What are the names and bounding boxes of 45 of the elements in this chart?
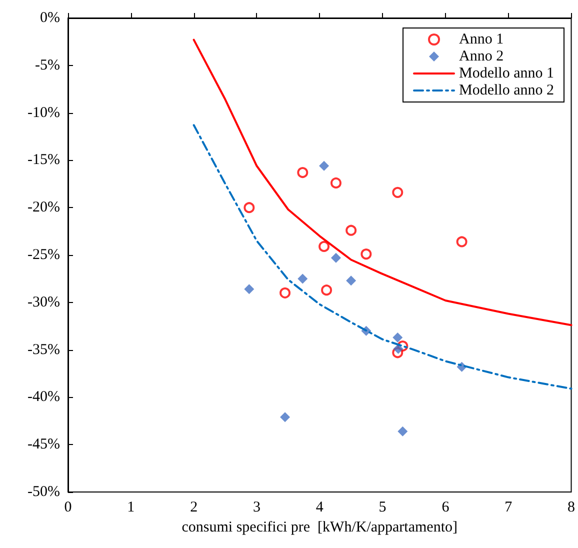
legend-label: Modello anno 1 — [459, 66, 554, 82]
x-tick-label: 5 — [378, 500, 386, 516]
x-tick-label: 7 — [504, 500, 513, 516]
legend-label: Modello anno 2 — [459, 82, 554, 98]
y-tick-label: -10% — [28, 104, 60, 121]
x-tick-label: 0 — [64, 500, 72, 516]
legend-label: Anno 2 — [459, 48, 504, 64]
point — [393, 344, 404, 354]
legend-label: Anno 1 — [459, 32, 504, 48]
point — [244, 284, 254, 294]
y-tick-label: -20% — [28, 200, 60, 216]
x-tick-label: 2 — [190, 500, 198, 516]
point — [321, 284, 332, 296]
x-tick-label: 4 — [316, 500, 324, 516]
x-tick-label: 3 — [252, 500, 260, 516]
point — [319, 160, 330, 171]
point — [318, 240, 330, 252]
y-tick-label: 0% — [40, 10, 60, 26]
point — [346, 276, 356, 286]
y-tick-label: -15% — [28, 152, 60, 168]
point — [280, 412, 290, 422]
x-tick-label: 6 — [442, 500, 450, 516]
point — [280, 287, 291, 298]
x-tick-label: 1 — [127, 500, 135, 516]
y-tick-label: -30% — [28, 294, 60, 310]
point — [346, 224, 357, 236]
line-series — [192, 124, 572, 390]
y-tick-label: -40% — [28, 389, 60, 406]
y-tick-label: -35% — [28, 342, 60, 358]
point — [244, 202, 255, 214]
x-axis-title: consumi specifici pre [kWh/K/appartamento] — [182, 520, 458, 536]
point — [297, 167, 308, 178]
point — [398, 426, 408, 436]
y-tick-label: -45% — [28, 436, 60, 453]
point — [456, 236, 468, 248]
point — [330, 252, 341, 263]
point — [360, 248, 372, 260]
point — [298, 274, 308, 284]
point — [392, 186, 404, 198]
point — [392, 332, 403, 342]
y-tick-label: -50% — [28, 484, 60, 500]
y-tick-label: -5% — [35, 57, 60, 74]
point — [330, 177, 342, 188]
x-tick-label: 8 — [568, 500, 575, 516]
y-tick-label: -25% — [28, 247, 60, 263]
